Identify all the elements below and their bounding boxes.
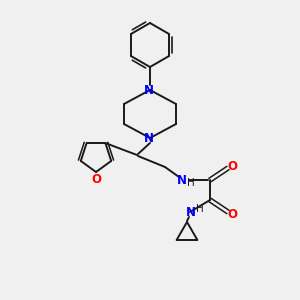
Text: H: H	[196, 204, 204, 214]
Text: N: N	[144, 131, 154, 145]
Text: N: N	[177, 173, 187, 187]
Text: O: O	[227, 208, 237, 220]
Text: O: O	[91, 173, 101, 186]
Text: H: H	[187, 178, 195, 188]
Text: O: O	[227, 160, 237, 172]
Text: N: N	[144, 83, 154, 97]
Text: N: N	[186, 206, 196, 218]
